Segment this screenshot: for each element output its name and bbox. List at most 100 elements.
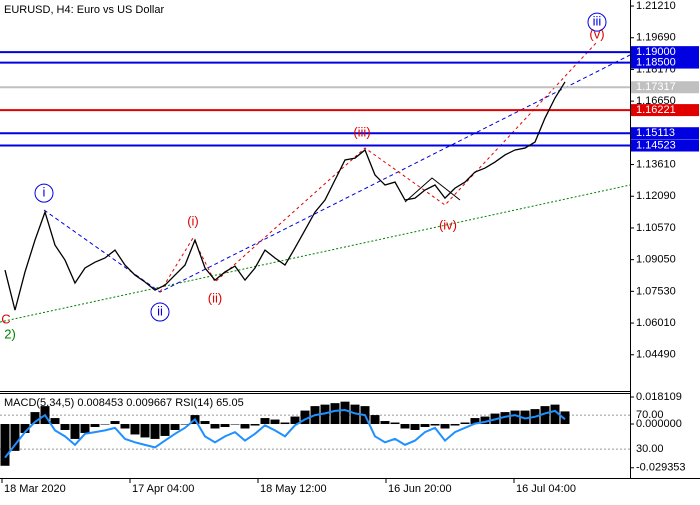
macd-bar: [110, 421, 120, 425]
macd-bar: [520, 410, 530, 425]
macd-bar: [410, 424, 420, 430]
y-tick-label: -0.029353: [636, 462, 686, 474]
macd-bar: [130, 424, 140, 435]
wave-circle: [587, 12, 607, 32]
macd-bar: [220, 424, 230, 427]
x-tick-label: 18 Mar 2020: [4, 483, 66, 495]
wave-label: iii: [593, 14, 602, 29]
y-tick-label: 1.16650: [636, 95, 676, 107]
x-tick-label: 17 Apr 04:00: [132, 483, 194, 495]
macd-bar: [60, 424, 70, 430]
level-box: [631, 127, 699, 140]
macd-bar: [0, 424, 10, 466]
y-tick-label: 1.13610: [636, 158, 676, 170]
level-box: [631, 56, 699, 69]
level-box: [631, 139, 699, 152]
x-tick-label: 16 Jun 20:00: [388, 483, 452, 495]
wave-label: (i): [187, 214, 199, 229]
y-tick-label: 1.06010: [636, 317, 676, 329]
wave-circle: [34, 183, 54, 203]
price-line: [4, 81, 566, 311]
level-label: 1.18500: [636, 56, 676, 68]
macd-bar: [30, 412, 40, 425]
level-label: 1.19000: [636, 46, 676, 58]
macd-bar: [200, 421, 210, 425]
macd-bar: [340, 401, 350, 425]
macd-bar: [260, 418, 270, 425]
wave-circle: [150, 302, 170, 322]
macd-bar: [230, 424, 240, 425]
macd-bar: [540, 406, 550, 425]
macd-bar: [160, 424, 170, 436]
macd-bar: [180, 424, 190, 425]
indicator-title: MACD(5,34,5) 0.008453 0.009667 RSI(14) 6…: [4, 397, 244, 409]
y-tick-label: 1.10570: [636, 222, 676, 234]
level-label: 1.16221: [636, 104, 676, 116]
level-label: 1.15113: [636, 127, 675, 139]
level-box: [631, 81, 699, 94]
macd-bar: [430, 424, 440, 426]
y-tick-label: 1.19690: [636, 32, 676, 44]
level-label: 1.14523: [636, 139, 676, 151]
wave-label: (iii): [353, 124, 370, 139]
wave-label: 2): [4, 327, 16, 342]
y-tick-label: 1.21210: [636, 0, 676, 12]
macd-bar: [20, 424, 30, 433]
macd-bar: [150, 424, 160, 439]
macd-bar: [370, 415, 380, 425]
macd-bar: [280, 422, 290, 425]
wave-label: (ii): [208, 291, 222, 306]
wave-label: ii: [157, 303, 163, 318]
y-tick-label: 1.12090: [636, 190, 676, 202]
macd-bar: [300, 410, 310, 425]
macd-bar: [270, 419, 280, 425]
macd-bar: [10, 424, 20, 451]
wave-label: (v): [589, 26, 604, 41]
macd-bar: [170, 424, 180, 430]
macd-bar: [470, 418, 480, 425]
wave-label: (iv): [439, 218, 457, 233]
macd-bar: [390, 422, 400, 425]
macd-bar: [240, 424, 250, 429]
wave-label: C: [1, 312, 10, 327]
macd-bar: [90, 424, 100, 427]
y-tick-label: 30.00: [636, 443, 664, 455]
macd-bar: [330, 403, 340, 425]
macd-bar: [400, 424, 410, 429]
macd-bar: [50, 418, 60, 425]
macd-bar: [210, 424, 220, 429]
trend-line: [0, 184, 631, 323]
level-box: [631, 46, 699, 59]
macd-bar: [80, 424, 90, 433]
y-tick-label: 1.04490: [636, 349, 676, 361]
macd-bar: [460, 422, 470, 425]
level-box: [631, 104, 699, 117]
chart-title: EURUSD, H4: Euro vs US Dollar: [4, 4, 164, 16]
macd-bar: [510, 410, 520, 425]
macd-bar: [420, 424, 430, 427]
macd-bar: [550, 404, 560, 425]
macd-bar: [450, 424, 460, 426]
wave-label: i: [43, 185, 46, 200]
macd-bar: [70, 424, 80, 439]
macd-bar: [290, 416, 300, 425]
y-tick-label: 70.00: [636, 409, 664, 421]
rsi-line: [4, 408, 566, 459]
macd-bar: [480, 416, 490, 425]
y-tick-label: 1.07530: [636, 285, 676, 297]
macd-bar: [100, 424, 110, 425]
y-tick-label: 1.09050: [636, 254, 676, 266]
y-tick-label: 0.018109: [636, 391, 682, 403]
macd-bar: [500, 412, 510, 425]
macd-bar: [380, 421, 390, 425]
macd-bar: [560, 411, 570, 425]
x-tick-label: 16 Jul 04:00: [516, 483, 576, 495]
y-tick-label: 0.000000: [636, 418, 682, 430]
macd-bar: [140, 424, 150, 438]
macd-bar: [440, 424, 450, 429]
macd-bar: [250, 424, 260, 426]
macd-bar: [120, 424, 130, 429]
x-tick-label: 18 May 12:00: [260, 483, 327, 495]
